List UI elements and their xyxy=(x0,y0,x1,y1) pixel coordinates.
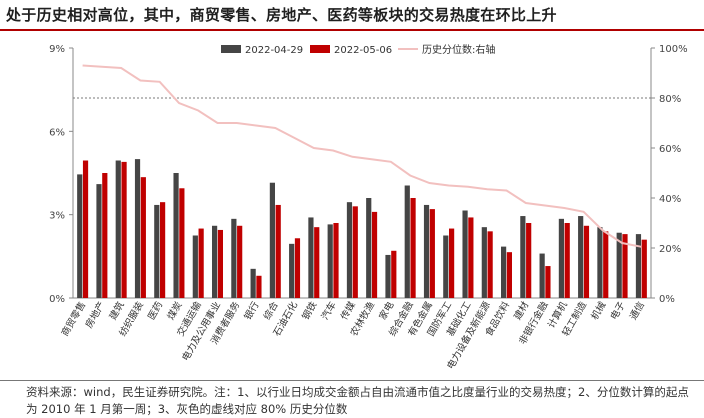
bar-2022-04-29 xyxy=(366,198,372,298)
y-right-tick-label: 40% xyxy=(659,194,681,205)
bar-2022-05-06 xyxy=(140,177,146,298)
y-right-tick-label: 20% xyxy=(659,244,681,255)
bar-2022-05-06 xyxy=(603,231,609,298)
bar-2022-04-29 xyxy=(173,173,179,298)
x-category-label: 建筑 xyxy=(107,299,127,322)
x-category-label: 综合 xyxy=(261,299,281,322)
bar-2022-05-06 xyxy=(333,223,339,298)
bar-2022-04-29 xyxy=(385,254,391,298)
footer-divider xyxy=(0,380,704,381)
bar-2022-04-29 xyxy=(192,235,198,298)
bar-2022-05-06 xyxy=(468,217,474,298)
y-right-tick-label: 100% xyxy=(659,44,688,55)
bar-2022-04-29 xyxy=(578,216,584,298)
bar-2022-04-29 xyxy=(423,204,430,298)
y-right-tick-label: 80% xyxy=(659,94,681,105)
bar-2022-04-29 xyxy=(635,234,642,298)
bar-2022-05-06 xyxy=(217,229,223,298)
bar-2022-04-29 xyxy=(250,268,256,298)
x-category-label: 建材 xyxy=(511,299,531,322)
bar-2022-05-06 xyxy=(121,161,127,298)
y-right-tick-label: 0% xyxy=(659,294,675,305)
bar-2022-05-06 xyxy=(429,209,435,298)
x-category-label: 汽车 xyxy=(319,300,339,322)
bar-2022-04-29 xyxy=(462,210,468,298)
page-title: 处于历史相对高位，其中，商贸零售、房地产、医药等板块的交易热度在环比上升 xyxy=(6,6,557,24)
x-category-label: 钢铁 xyxy=(300,299,320,322)
bar-2022-05-06 xyxy=(487,231,493,298)
bar-2022-05-06 xyxy=(641,239,647,298)
bar-2022-04-29 xyxy=(597,227,603,298)
y-left-tick-label: 3% xyxy=(49,211,65,222)
bar-2022-05-06 xyxy=(314,227,320,298)
source-note: 资料来源：wind，民生证券研究院。注：1、以行业日均成交金额占自由流通市值之比… xyxy=(26,385,689,416)
bar-2022-04-29 xyxy=(539,253,545,298)
bar-2022-05-06 xyxy=(583,225,590,298)
bar-2022-05-06 xyxy=(622,234,628,298)
bar-2022-04-29 xyxy=(154,204,160,298)
bar-2022-05-06 xyxy=(371,211,378,298)
bar-2022-05-06 xyxy=(198,228,204,298)
bar-2022-04-29 xyxy=(115,160,121,298)
bar-2022-04-29 xyxy=(327,224,333,298)
x-category-label: 传媒 xyxy=(338,299,358,322)
bar-2022-05-06 xyxy=(237,225,243,298)
bar-2022-05-06 xyxy=(545,266,551,298)
x-category-label: 银行 xyxy=(242,299,262,322)
bar-2022-04-29 xyxy=(616,232,622,298)
x-category-label: 商贸零售 xyxy=(59,300,88,339)
bar-2022-05-06 xyxy=(391,250,397,298)
bar-2022-04-29 xyxy=(346,202,353,298)
x-category-label: 煤炭 xyxy=(165,299,185,322)
bar-line-chart: 0%3%6%9%0%20%40%60%80%100%商贸零售房地产 建筑纺织服装医… xyxy=(49,43,688,371)
bar-2022-05-06 xyxy=(352,206,358,298)
percentile-line xyxy=(82,64,642,248)
x-category-label: 医药 xyxy=(146,300,165,322)
bar-2022-04-29 xyxy=(501,246,507,298)
bar-2022-05-06 xyxy=(256,275,262,298)
bar-2022-05-06 xyxy=(526,223,532,298)
bar-2022-05-06 xyxy=(82,160,89,298)
y-left-tick-label: 0% xyxy=(49,294,65,305)
bar-2022-04-29 xyxy=(77,174,83,298)
bar-2022-04-29 xyxy=(289,243,295,298)
bar-2022-04-29 xyxy=(231,218,237,298)
bar-2022-04-29 xyxy=(404,185,410,298)
x-category-label: 通信 xyxy=(627,300,647,322)
bar-2022-05-06 xyxy=(179,188,185,298)
bar-2022-04-29 xyxy=(212,225,218,298)
bar-2022-04-29 xyxy=(443,235,449,298)
title-divider xyxy=(0,29,704,31)
x-category-label: 家电 xyxy=(377,299,397,322)
bar-2022-05-06 xyxy=(294,238,301,298)
legend-swatch-2022-04-29 xyxy=(221,45,241,53)
bar-2022-05-06 xyxy=(564,223,570,298)
legend-label-2022-04-29: 2022-04-29 xyxy=(245,45,303,56)
bar-2022-04-29 xyxy=(520,216,526,298)
x-category-label: 机械 xyxy=(589,299,609,322)
bar-2022-04-29 xyxy=(96,184,102,298)
bar-2022-05-06 xyxy=(449,228,455,298)
bar-2022-05-06 xyxy=(275,204,281,298)
bar-2022-05-06 xyxy=(160,202,166,298)
y-left-tick-label: 6% xyxy=(49,127,65,138)
y-left-tick-label: 9% xyxy=(49,44,65,55)
bar-2022-04-29 xyxy=(269,182,275,298)
bar-2022-05-06 xyxy=(410,198,416,298)
bar-2022-04-29 xyxy=(481,227,487,298)
x-category-label: 房地产 xyxy=(83,300,108,331)
legend-label-percentile: 历史分位数:右轴 xyxy=(422,43,495,56)
y-right-tick-label: 60% xyxy=(659,144,681,155)
x-category-label: 电子 xyxy=(608,299,628,322)
bar-2022-05-06 xyxy=(506,252,512,298)
bar-2022-04-29 xyxy=(134,159,141,298)
legend-label-2022-05-06: 2022-05-06 xyxy=(334,45,392,56)
bar-2022-04-29 xyxy=(308,217,314,298)
legend-swatch-2022-05-06 xyxy=(310,45,330,53)
bar-2022-04-29 xyxy=(558,218,564,298)
bar-2022-05-06 xyxy=(102,173,108,298)
